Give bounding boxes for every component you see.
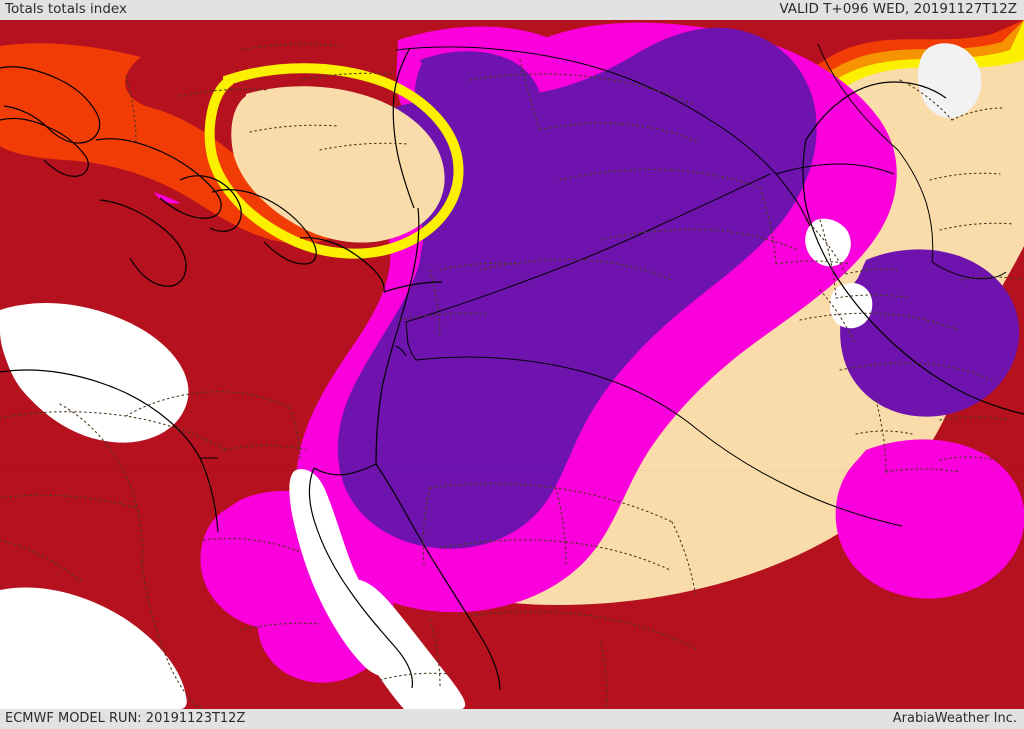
model-run-label: ECMWF MODEL RUN: 20191123T12Z <box>5 711 246 726</box>
page-title: Totals totals index <box>5 1 127 17</box>
layer-coastlines <box>0 47 1024 691</box>
header-bar: Totals totals index VALID T+096 WED, 201… <box>0 0 1024 20</box>
map-canvas[interactable] <box>0 20 1024 709</box>
layer-internal-borders <box>0 43 1024 709</box>
layer-national-borders <box>200 43 1007 527</box>
attribution-label: ArabiaWeather Inc. <box>892 711 1017 726</box>
contour-map-svg <box>0 20 1024 709</box>
render-seam-line <box>0 470 1024 471</box>
layer-detail-streaks <box>0 41 982 709</box>
valid-time-label: VALID T+096 WED, 20191127T12Z <box>779 1 1017 17</box>
footer-bar: ECMWF MODEL RUN: 20191123T12Z ArabiaWeat… <box>0 709 1024 729</box>
